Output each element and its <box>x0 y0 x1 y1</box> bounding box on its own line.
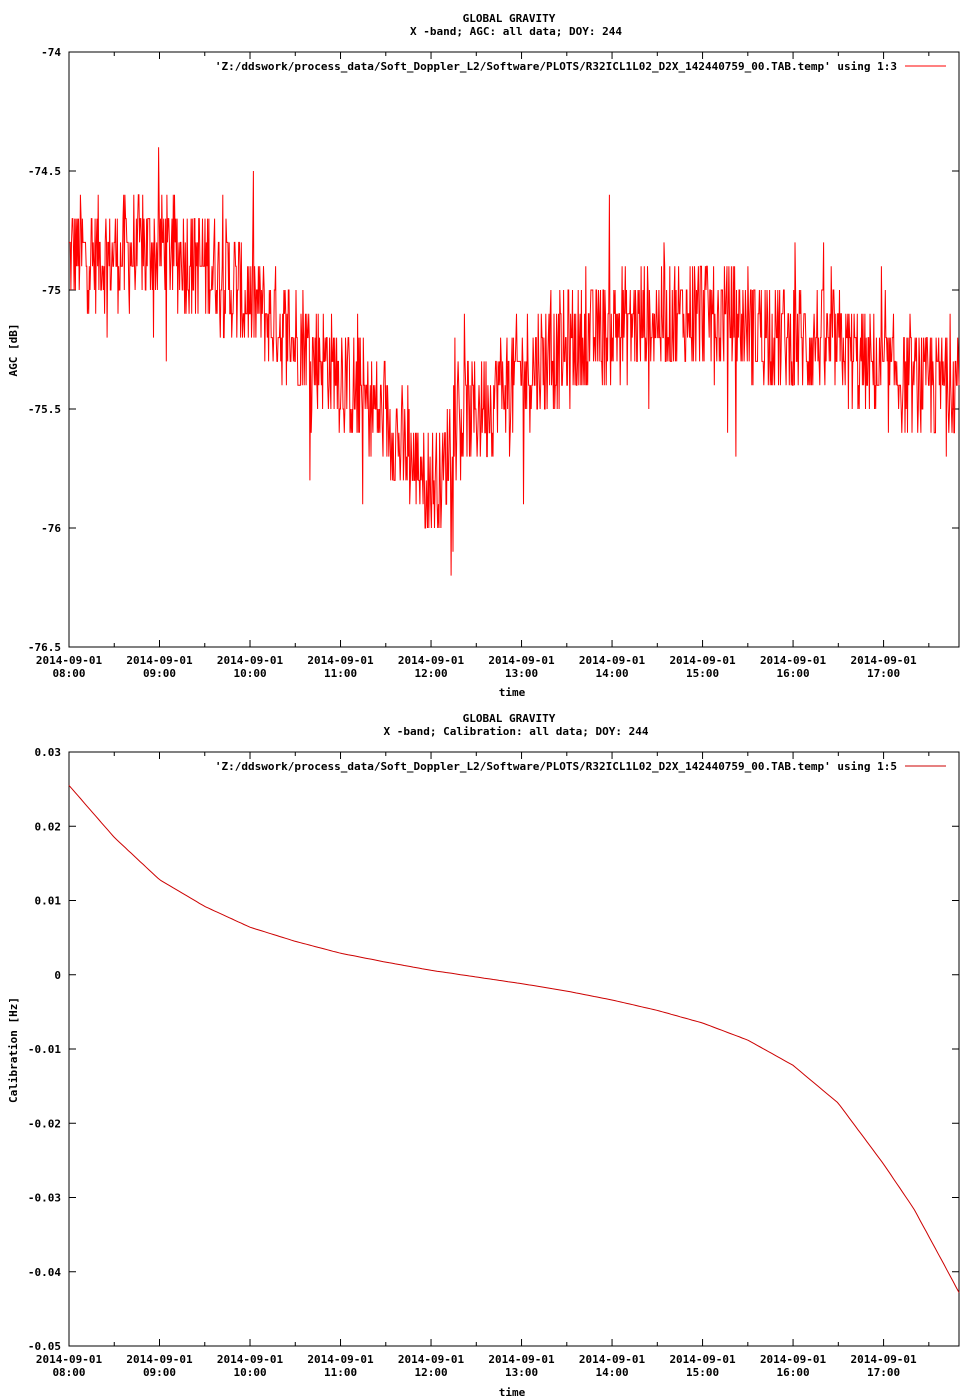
agc-chart-series-line <box>69 147 960 576</box>
agc-chart: -74-74.5-75-75.5-76-76.52014-09-0108:002… <box>28 46 960 680</box>
agc-chart-x-tick-time: 14:00 <box>595 667 628 680</box>
agc-chart-x-tick-date: 2014-09-01 <box>850 654 917 667</box>
calibration-chart-x-tick-date: 2014-09-01 <box>307 1353 374 1366</box>
agc-chart-y-tick-label: -75.5 <box>28 403 61 416</box>
agc-chart-legend-text: 'Z:/ddswork/process_data/Soft_Doppler_L2… <box>215 60 897 73</box>
agc-chart-y-tick-label: -74.5 <box>28 165 61 178</box>
agc-chart-x-tick-date: 2014-09-01 <box>36 654 103 667</box>
agc-chart-y-tick-label: -76 <box>41 522 61 535</box>
calibration-chart-x-tick-date: 2014-09-01 <box>398 1353 465 1366</box>
calibration-chart-x-tick-date: 2014-09-01 <box>850 1353 917 1366</box>
calibration-chart-x-tick-date: 2014-09-01 <box>760 1353 827 1366</box>
calibration-chart-y-tick-label: 0 <box>54 969 61 982</box>
calibration-chart-y-tick-label: -0.02 <box>28 1117 61 1130</box>
agc-chart-x-tick-time: 08:00 <box>52 667 85 680</box>
calibration-chart-x-tick-time: 10:00 <box>233 1366 266 1379</box>
agc-chart-title: GLOBAL GRAVITY <box>463 12 556 25</box>
calibration-chart-x-tick-date: 2014-09-01 <box>669 1353 736 1366</box>
calibration-chart-x-tick-time: 09:00 <box>143 1366 176 1379</box>
agc-chart-x-tick-time: 13:00 <box>505 667 538 680</box>
agc-chart-x-tick-time: 16:00 <box>777 667 810 680</box>
calibration-chart-x-tick-time: 14:00 <box>595 1366 628 1379</box>
calibration-chart-x-tick-time: 11:00 <box>324 1366 357 1379</box>
calibration-chart-x-tick-time: 16:00 <box>777 1366 810 1379</box>
calibration-chart: 0.030.020.010-0.01-0.02-0.03-0.04-0.0520… <box>28 746 960 1379</box>
agc-chart-x-tick-date: 2014-09-01 <box>669 654 736 667</box>
calibration-chart-y-tick-label: 0.02 <box>35 820 62 833</box>
agc-chart-x-tick-time: 17:00 <box>867 667 900 680</box>
agc-chart-x-tick-date: 2014-09-01 <box>398 654 465 667</box>
calibration-chart-x-tick-date: 2014-09-01 <box>36 1353 103 1366</box>
calibration-chart-title: GLOBAL GRAVITY <box>463 712 556 725</box>
calibration-chart-y-tick-label: -0.04 <box>28 1266 61 1279</box>
calibration-chart-x-tick-date: 2014-09-01 <box>217 1353 284 1366</box>
calibration-chart-x-tick-time: 08:00 <box>52 1366 85 1379</box>
agc-chart-y-tick-label: -76.5 <box>28 641 61 654</box>
agc-chart-x-tick-date: 2014-09-01 <box>307 654 374 667</box>
calibration-chart-x-tick-date: 2014-09-01 <box>579 1353 646 1366</box>
calibration-chart-x-tick-time: 12:00 <box>414 1366 447 1379</box>
agc-chart-x-tick-time: 09:00 <box>143 667 176 680</box>
agc-chart-x-tick-time: 15:00 <box>686 667 719 680</box>
calibration-chart-y-tick-label: -0.03 <box>28 1192 61 1205</box>
calibration-chart-x-tick-date: 2014-09-01 <box>126 1353 193 1366</box>
agc-chart-x-tick-time: 10:00 <box>233 667 266 680</box>
agc-chart-x-tick-date: 2014-09-01 <box>579 654 646 667</box>
calibration-chart-subtitle: X -band; Calibration: all data; DOY: 244 <box>384 725 649 738</box>
calibration-chart-y-tick-label: -0.01 <box>28 1043 61 1056</box>
agc-chart-y-tick-label: -74 <box>41 46 61 59</box>
agc-chart-subtitle: X -band; AGC: all data; DOY: 244 <box>410 25 622 38</box>
agc-chart-x-tick-date: 2014-09-01 <box>126 654 193 667</box>
calibration-chart-x-tick-time: 13:00 <box>505 1366 538 1379</box>
calibration-chart-y-tick-label: 0.03 <box>35 746 62 759</box>
calibration-chart-legend-text: 'Z:/ddswork/process_data/Soft_Doppler_L2… <box>215 760 897 773</box>
agc-chart-x-tick-time: 12:00 <box>414 667 447 680</box>
agc-chart-plot-frame <box>68 51 960 648</box>
agc-chart-x-tick-date: 2014-09-01 <box>217 654 284 667</box>
calibration-chart-y-axis-label: Calibration [Hz] <box>7 997 20 1103</box>
calibration-chart-x-tick-date: 2014-09-01 <box>488 1353 555 1366</box>
calibration-chart-x-axis-label: time <box>499 1386 526 1399</box>
calibration-chart-x-tick-time: 15:00 <box>686 1366 719 1379</box>
calibration-chart-x-tick-time: 17:00 <box>867 1366 900 1379</box>
calibration-chart-y-tick-label: -0.05 <box>28 1340 61 1353</box>
calibration-chart-series-line <box>68 785 960 1293</box>
calibration-chart-y-tick-label: 0.01 <box>35 895 62 908</box>
agc-chart-x-tick-time: 11:00 <box>324 667 357 680</box>
agc-chart-x-axis-label: time <box>499 686 526 699</box>
agc-chart-x-tick-date: 2014-09-01 <box>760 654 827 667</box>
agc-chart-x-tick-date: 2014-09-01 <box>488 654 555 667</box>
agc-chart-y-tick-label: -75 <box>41 284 61 297</box>
agc-chart-y-axis-label: AGC [dB] <box>7 324 20 377</box>
